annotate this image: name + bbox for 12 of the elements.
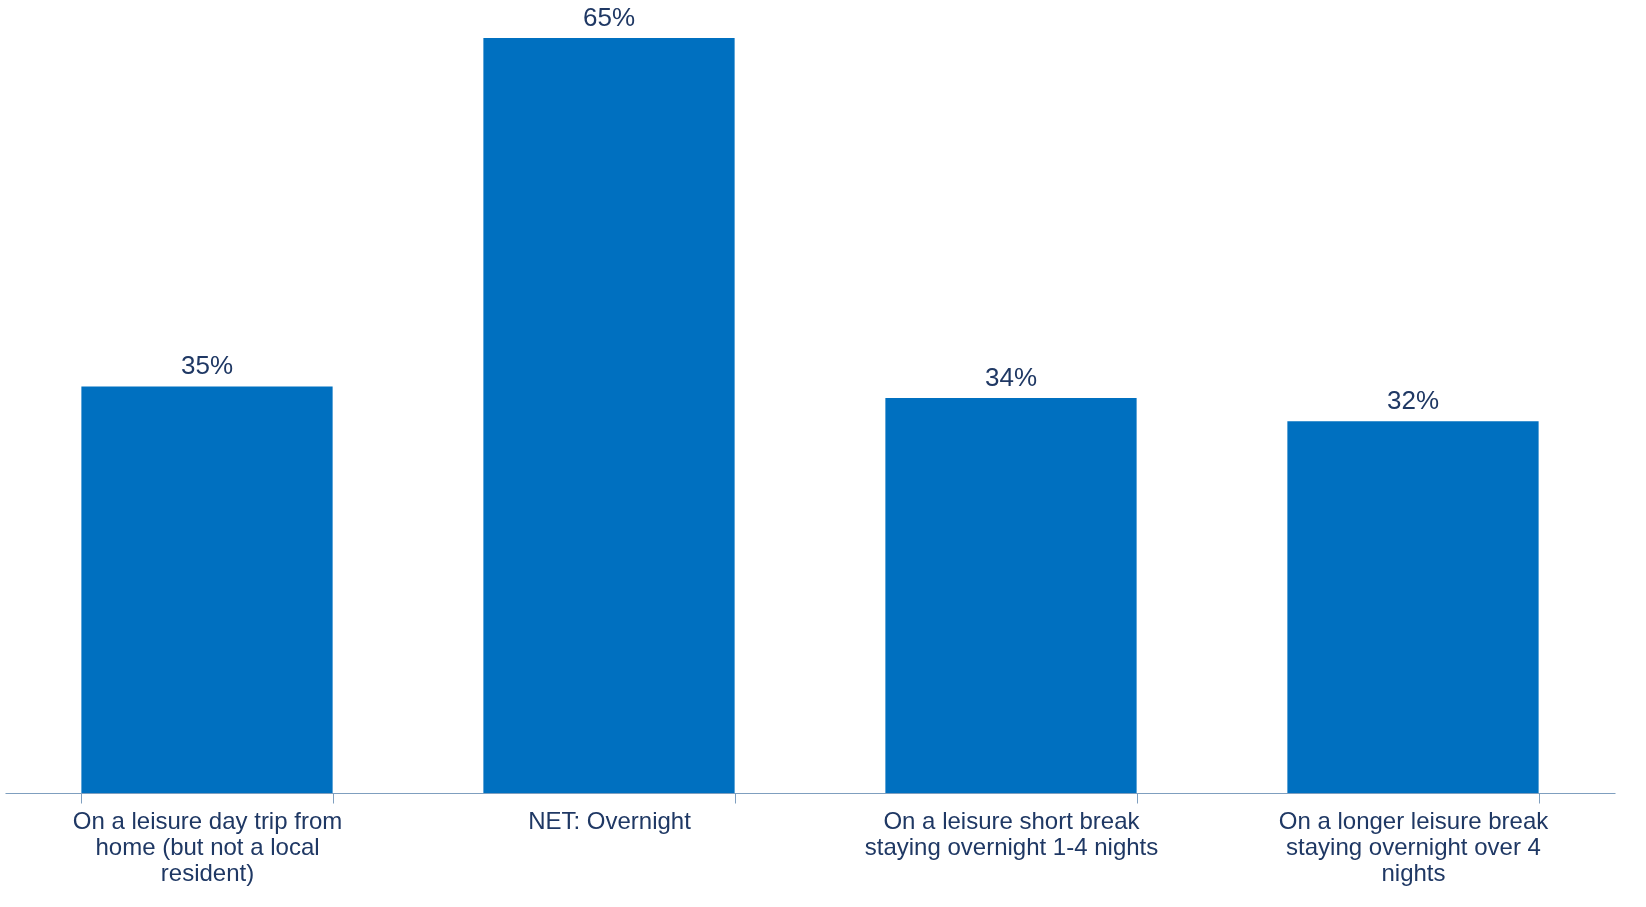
bar <box>1287 421 1539 793</box>
x-tick-label: On a leisure day trip from home (but not a local resident) <box>72 806 343 886</box>
bar <box>81 386 333 793</box>
data-label: 34% <box>984 362 1038 393</box>
bar <box>483 38 735 793</box>
bar <box>885 398 1137 793</box>
x-tick-label: On a longer leisure break staying overnight over 4 nights <box>1278 806 1550 886</box>
data-label: 35% <box>180 350 234 381</box>
x-tick-label: NET: Overnight <box>528 806 692 834</box>
x-tick-label: On a leisure short break staying overnight 1-4 nights <box>864 806 1159 860</box>
data-label: 32% <box>1386 385 1440 416</box>
data-label: 65% <box>582 2 636 32</box>
